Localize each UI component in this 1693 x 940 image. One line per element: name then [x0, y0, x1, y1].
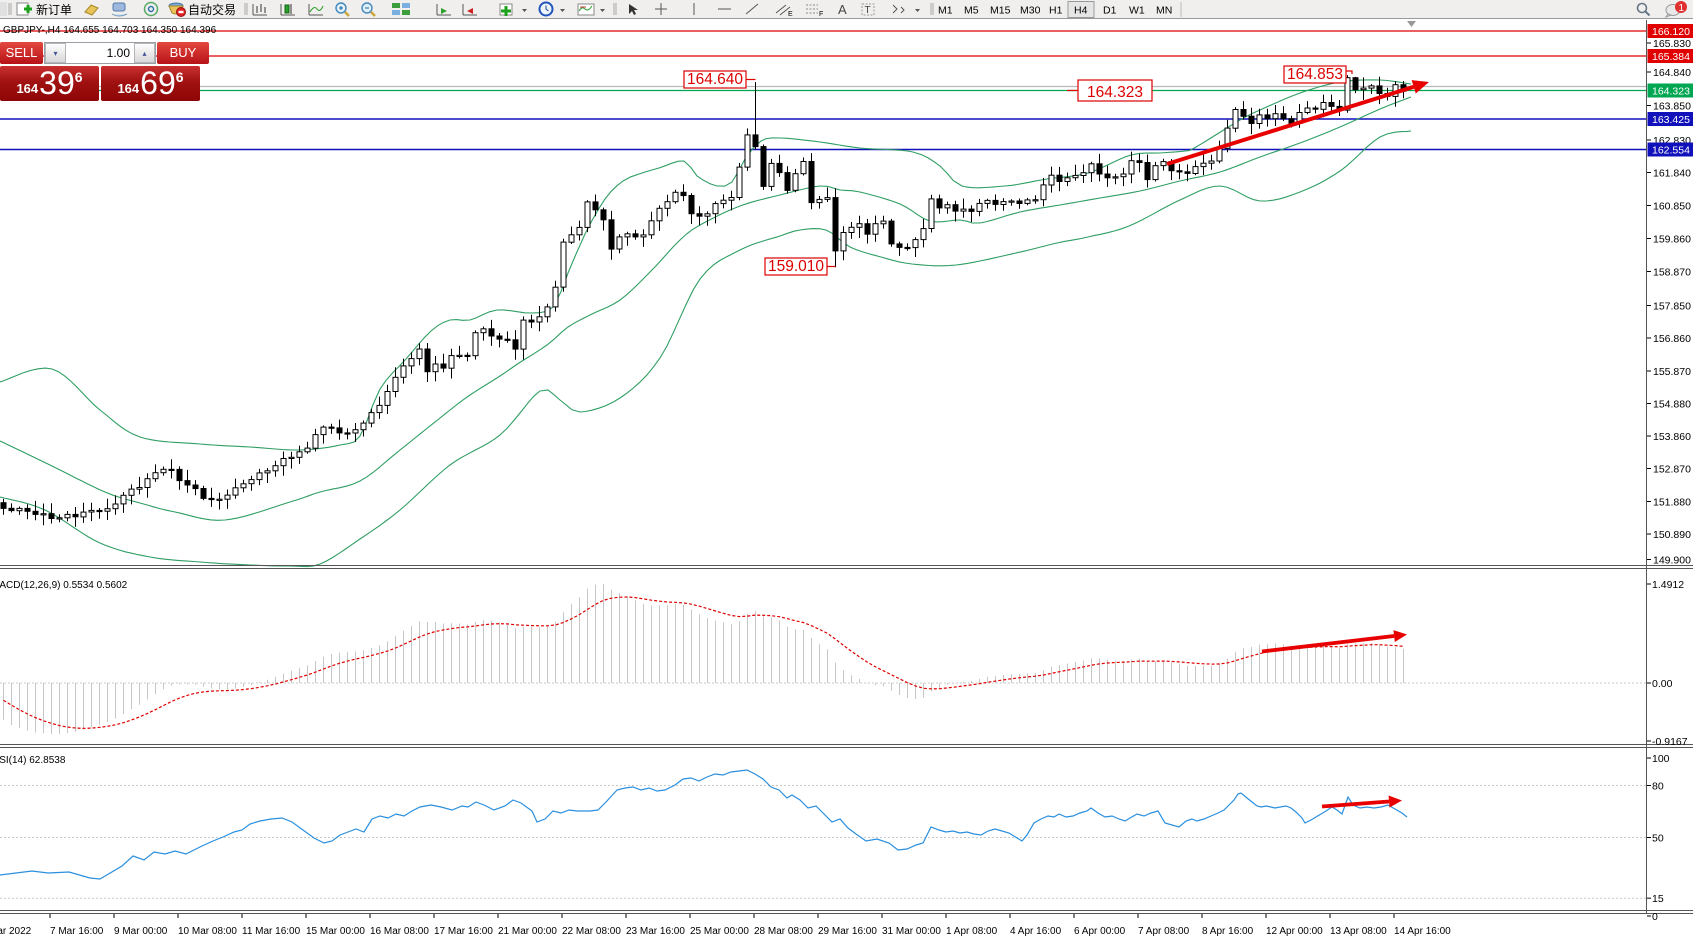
svg-text:23 Mar 16:00: 23 Mar 16:00 [626, 926, 685, 937]
svg-text:E: E [788, 11, 793, 18]
svg-text:13 Apr 08:00: 13 Apr 08:00 [1330, 926, 1387, 937]
svg-text:M1: M1 [938, 5, 953, 17]
svg-text:151.880: 151.880 [1653, 496, 1691, 508]
svg-text:14 Apr 16:00: 14 Apr 16:00 [1394, 926, 1451, 937]
svg-text:100: 100 [1652, 753, 1670, 765]
svg-text:159.010: 159.010 [768, 258, 824, 275]
svg-text:163.850: 163.850 [1653, 100, 1691, 112]
svg-text:MACD(12,26,9) 0.5534 0.5602: MACD(12,26,9) 0.5534 0.5602 [0, 580, 128, 591]
svg-text:21 Mar 00:00: 21 Mar 00:00 [498, 926, 557, 937]
svg-text:166.120: 166.120 [1652, 26, 1690, 38]
svg-text:163.425: 163.425 [1652, 114, 1690, 126]
svg-text:Mar 2022: Mar 2022 [0, 926, 32, 937]
svg-text:159.860: 159.860 [1653, 233, 1691, 245]
svg-text:164.640: 164.640 [687, 71, 743, 88]
svg-text:28 Mar 08:00: 28 Mar 08:00 [754, 926, 813, 937]
svg-text:16 Mar 08:00: 16 Mar 08:00 [370, 926, 429, 937]
svg-text:153.860: 153.860 [1653, 431, 1691, 443]
svg-text:50: 50 [1652, 832, 1664, 844]
svg-text:165.830: 165.830 [1653, 38, 1691, 50]
svg-text:GBPJPY-,H4 164.655 164.703 16: GBPJPY-,H4 164.655 164.703 164.350 164.3… [3, 25, 217, 36]
svg-text:160.850: 160.850 [1653, 200, 1691, 212]
svg-text:164.853: 164.853 [1287, 66, 1343, 83]
svg-text:4 Apr 16:00: 4 Apr 16:00 [1010, 926, 1062, 937]
svg-text:9 Mar 00:00: 9 Mar 00:00 [114, 926, 168, 937]
svg-text:152.870: 152.870 [1653, 463, 1691, 475]
svg-text:新订单: 新订单 [36, 2, 72, 17]
svg-text:0: 0 [1652, 911, 1658, 923]
svg-text:H1: H1 [1049, 5, 1063, 17]
svg-text:自动交易: 自动交易 [188, 2, 236, 17]
svg-text:1 Apr 08:00: 1 Apr 08:00 [946, 926, 998, 937]
svg-text:17 Mar 16:00: 17 Mar 16:00 [434, 926, 493, 937]
svg-text:165.384: 165.384 [1652, 51, 1690, 63]
svg-text:164.323: 164.323 [1087, 84, 1143, 101]
svg-text:150.890: 150.890 [1653, 529, 1691, 541]
svg-text:10 Mar 08:00: 10 Mar 08:00 [178, 926, 237, 937]
svg-text:H4: H4 [1074, 5, 1088, 17]
svg-text:M30: M30 [1020, 5, 1041, 17]
svg-text:15: 15 [1652, 893, 1664, 905]
svg-text:A: A [838, 2, 847, 17]
svg-text:164.840: 164.840 [1653, 67, 1691, 79]
svg-text:T: T [865, 5, 871, 16]
svg-text:156.860: 156.860 [1653, 333, 1691, 345]
svg-text:7 Apr 08:00: 7 Apr 08:00 [1138, 926, 1190, 937]
svg-text:157.850: 157.850 [1653, 300, 1691, 312]
svg-text:1: 1 [1679, 3, 1685, 14]
svg-text:161.840: 161.840 [1653, 167, 1691, 179]
svg-text:154.880: 154.880 [1653, 398, 1691, 410]
svg-text:7 Mar 16:00: 7 Mar 16:00 [50, 926, 104, 937]
svg-text:155.870: 155.870 [1653, 366, 1691, 378]
svg-text:12 Apr 00:00: 12 Apr 00:00 [1266, 926, 1323, 937]
svg-text:158.870: 158.870 [1653, 266, 1691, 278]
svg-text:6 Apr 00:00: 6 Apr 00:00 [1074, 926, 1126, 937]
svg-text:D1: D1 [1103, 5, 1117, 17]
svg-text:22 Mar 08:00: 22 Mar 08:00 [562, 926, 621, 937]
svg-text:11 Mar 16:00: 11 Mar 16:00 [242, 926, 301, 937]
svg-text:25 Mar 00:00: 25 Mar 00:00 [690, 926, 749, 937]
svg-text:80: 80 [1652, 780, 1664, 792]
svg-text:164.323: 164.323 [1652, 85, 1690, 97]
svg-text:0.00: 0.00 [1652, 678, 1673, 690]
svg-text:29 Mar 16:00: 29 Mar 16:00 [818, 926, 877, 937]
svg-text:31 Mar 00:00: 31 Mar 00:00 [882, 926, 941, 937]
svg-text:149.900: 149.900 [1653, 554, 1691, 566]
svg-text:8 Apr 16:00: 8 Apr 16:00 [1202, 926, 1254, 937]
svg-text:RSI(14) 62.8538: RSI(14) 62.8538 [0, 755, 66, 766]
svg-text:M5: M5 [964, 5, 979, 17]
svg-text:15 Mar 00:00: 15 Mar 00:00 [306, 926, 365, 937]
svg-text:M15: M15 [990, 5, 1011, 17]
svg-text:-0.9167: -0.9167 [1652, 736, 1688, 748]
svg-text:W1: W1 [1129, 5, 1145, 17]
svg-text:162.554: 162.554 [1652, 144, 1690, 156]
svg-text:MN: MN [1156, 5, 1172, 17]
svg-text:1.4912: 1.4912 [1652, 579, 1684, 591]
svg-text:F: F [819, 11, 823, 18]
